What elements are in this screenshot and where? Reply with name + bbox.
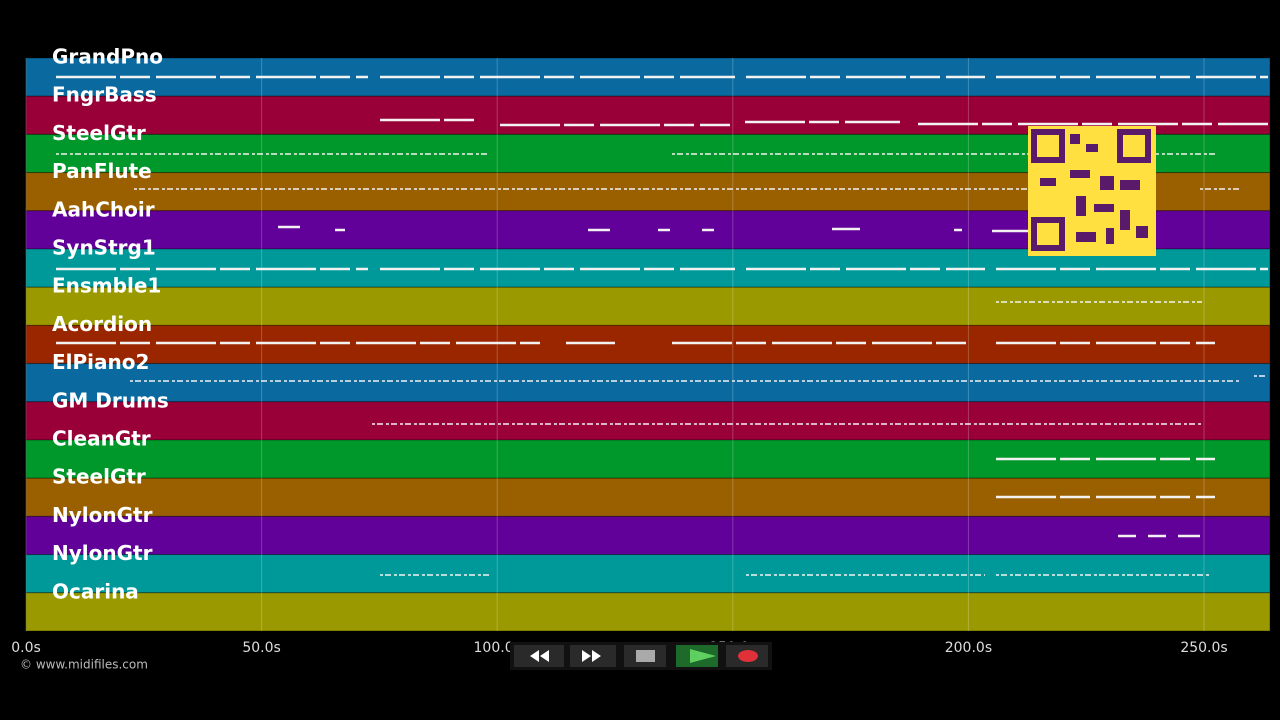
track-label: GrandPno bbox=[52, 45, 163, 69]
x-tick-label: 50.0s bbox=[242, 640, 280, 656]
track-label: GM Drums bbox=[52, 388, 169, 412]
footer: © www.midifiles.com bbox=[20, 658, 148, 672]
track-label: CleanGtr bbox=[52, 427, 151, 451]
record-button[interactable] bbox=[726, 645, 768, 667]
track-band bbox=[25, 515, 1271, 556]
track-band bbox=[25, 592, 1271, 632]
track-label: Ensmble1 bbox=[52, 274, 161, 298]
track-band bbox=[25, 401, 1271, 441]
track-band bbox=[25, 363, 1271, 403]
track-label: AahChoir bbox=[52, 197, 155, 221]
track-label: NylonGtr bbox=[52, 503, 153, 527]
stop-button[interactable] bbox=[624, 645, 666, 667]
track-label: Ocarina bbox=[52, 579, 139, 603]
note-row bbox=[380, 118, 1268, 127]
track-label: SteelGtr bbox=[52, 465, 146, 489]
track-label: FngrBass bbox=[52, 83, 157, 107]
play-button[interactable] bbox=[676, 645, 718, 667]
note-row bbox=[130, 375, 1268, 382]
track-label: Acordion bbox=[52, 312, 152, 336]
track-label: SteelGtr bbox=[52, 121, 146, 145]
note-row bbox=[278, 225, 1030, 233]
track-band bbox=[25, 324, 1271, 365]
rewind-button[interactable] bbox=[514, 645, 564, 667]
track-label: SynStrg1 bbox=[52, 236, 156, 260]
track-band bbox=[25, 554, 1271, 594]
notes bbox=[56, 75, 1268, 576]
x-tick-label: 100.0s bbox=[474, 640, 521, 656]
track-label: NylonGtr bbox=[52, 541, 153, 565]
forward-button[interactable] bbox=[570, 645, 616, 667]
x-tick-label: 200.0s bbox=[945, 640, 992, 656]
track-label: ElPiano2 bbox=[52, 350, 149, 374]
x-tick-label: 250.0s bbox=[1180, 640, 1227, 656]
track-labels: GrandPno FngrBass SteelGtr PanFlute AahChoir… bbox=[52, 45, 169, 604]
player-controls bbox=[510, 642, 772, 670]
x-tick-label: 0.0s bbox=[11, 640, 41, 656]
track-band bbox=[25, 286, 1271, 326]
track-label: PanFlute bbox=[52, 159, 152, 183]
qr-code bbox=[1028, 126, 1156, 256]
